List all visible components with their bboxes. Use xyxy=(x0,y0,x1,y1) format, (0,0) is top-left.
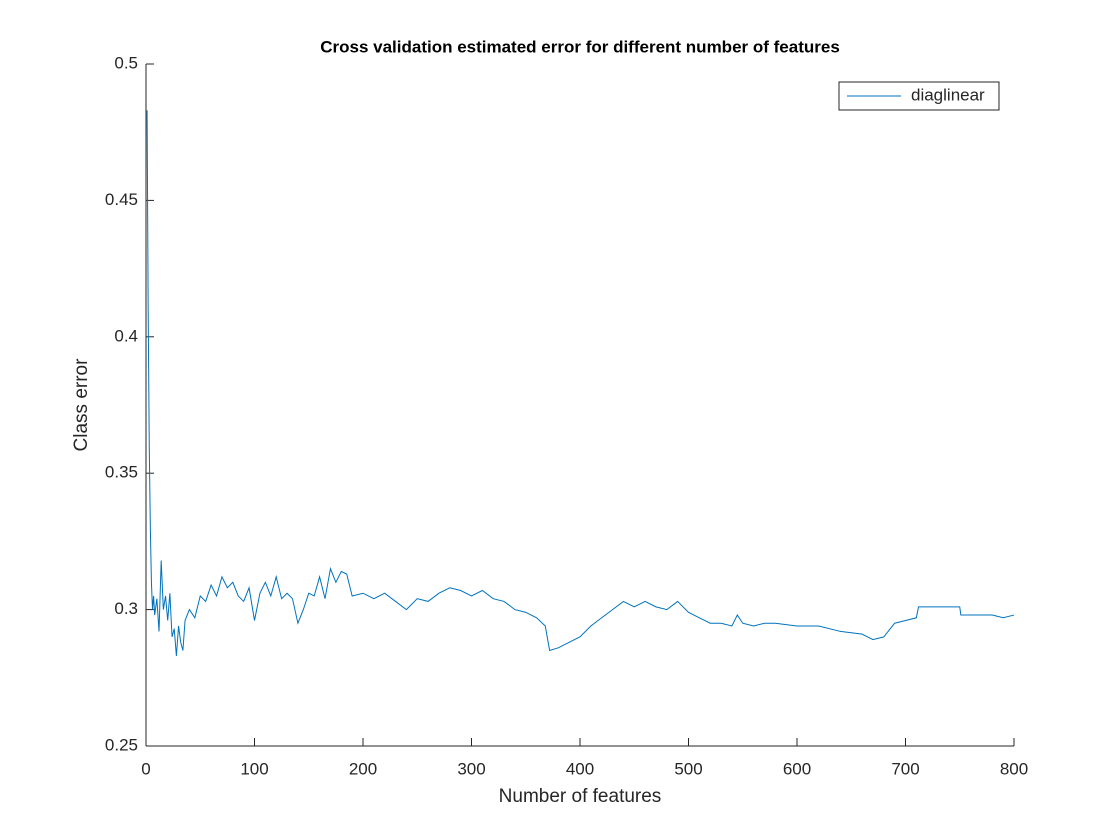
x-tick-label: 300 xyxy=(457,759,485,778)
x-tick-label: 400 xyxy=(566,759,594,778)
x-tick-label: 600 xyxy=(783,759,811,778)
y-tick-label: 0.3 xyxy=(114,599,138,618)
data-line xyxy=(146,110,1015,657)
x-tick-label: 800 xyxy=(1000,759,1028,778)
x-tick-label: 100 xyxy=(240,759,268,778)
x-tick-label: 0 xyxy=(141,759,150,778)
y-tick-label: 0.5 xyxy=(114,53,138,72)
y-tick-label: 0.25 xyxy=(105,735,138,754)
y-tick-label: 0.4 xyxy=(114,326,138,345)
legend-label: diaglinear xyxy=(911,85,985,104)
y-tick-label: 0.45 xyxy=(105,190,138,209)
y-tick-label: 0.35 xyxy=(105,463,138,482)
y-axis-label: Class error xyxy=(71,358,92,452)
chart-title: Cross validation estimated error for dif… xyxy=(320,37,840,56)
x-tick-label: 700 xyxy=(891,759,919,778)
x-tick-label: 500 xyxy=(674,759,702,778)
x-axis-label: Number of features xyxy=(499,786,662,807)
x-tick-label: 200 xyxy=(349,759,377,778)
